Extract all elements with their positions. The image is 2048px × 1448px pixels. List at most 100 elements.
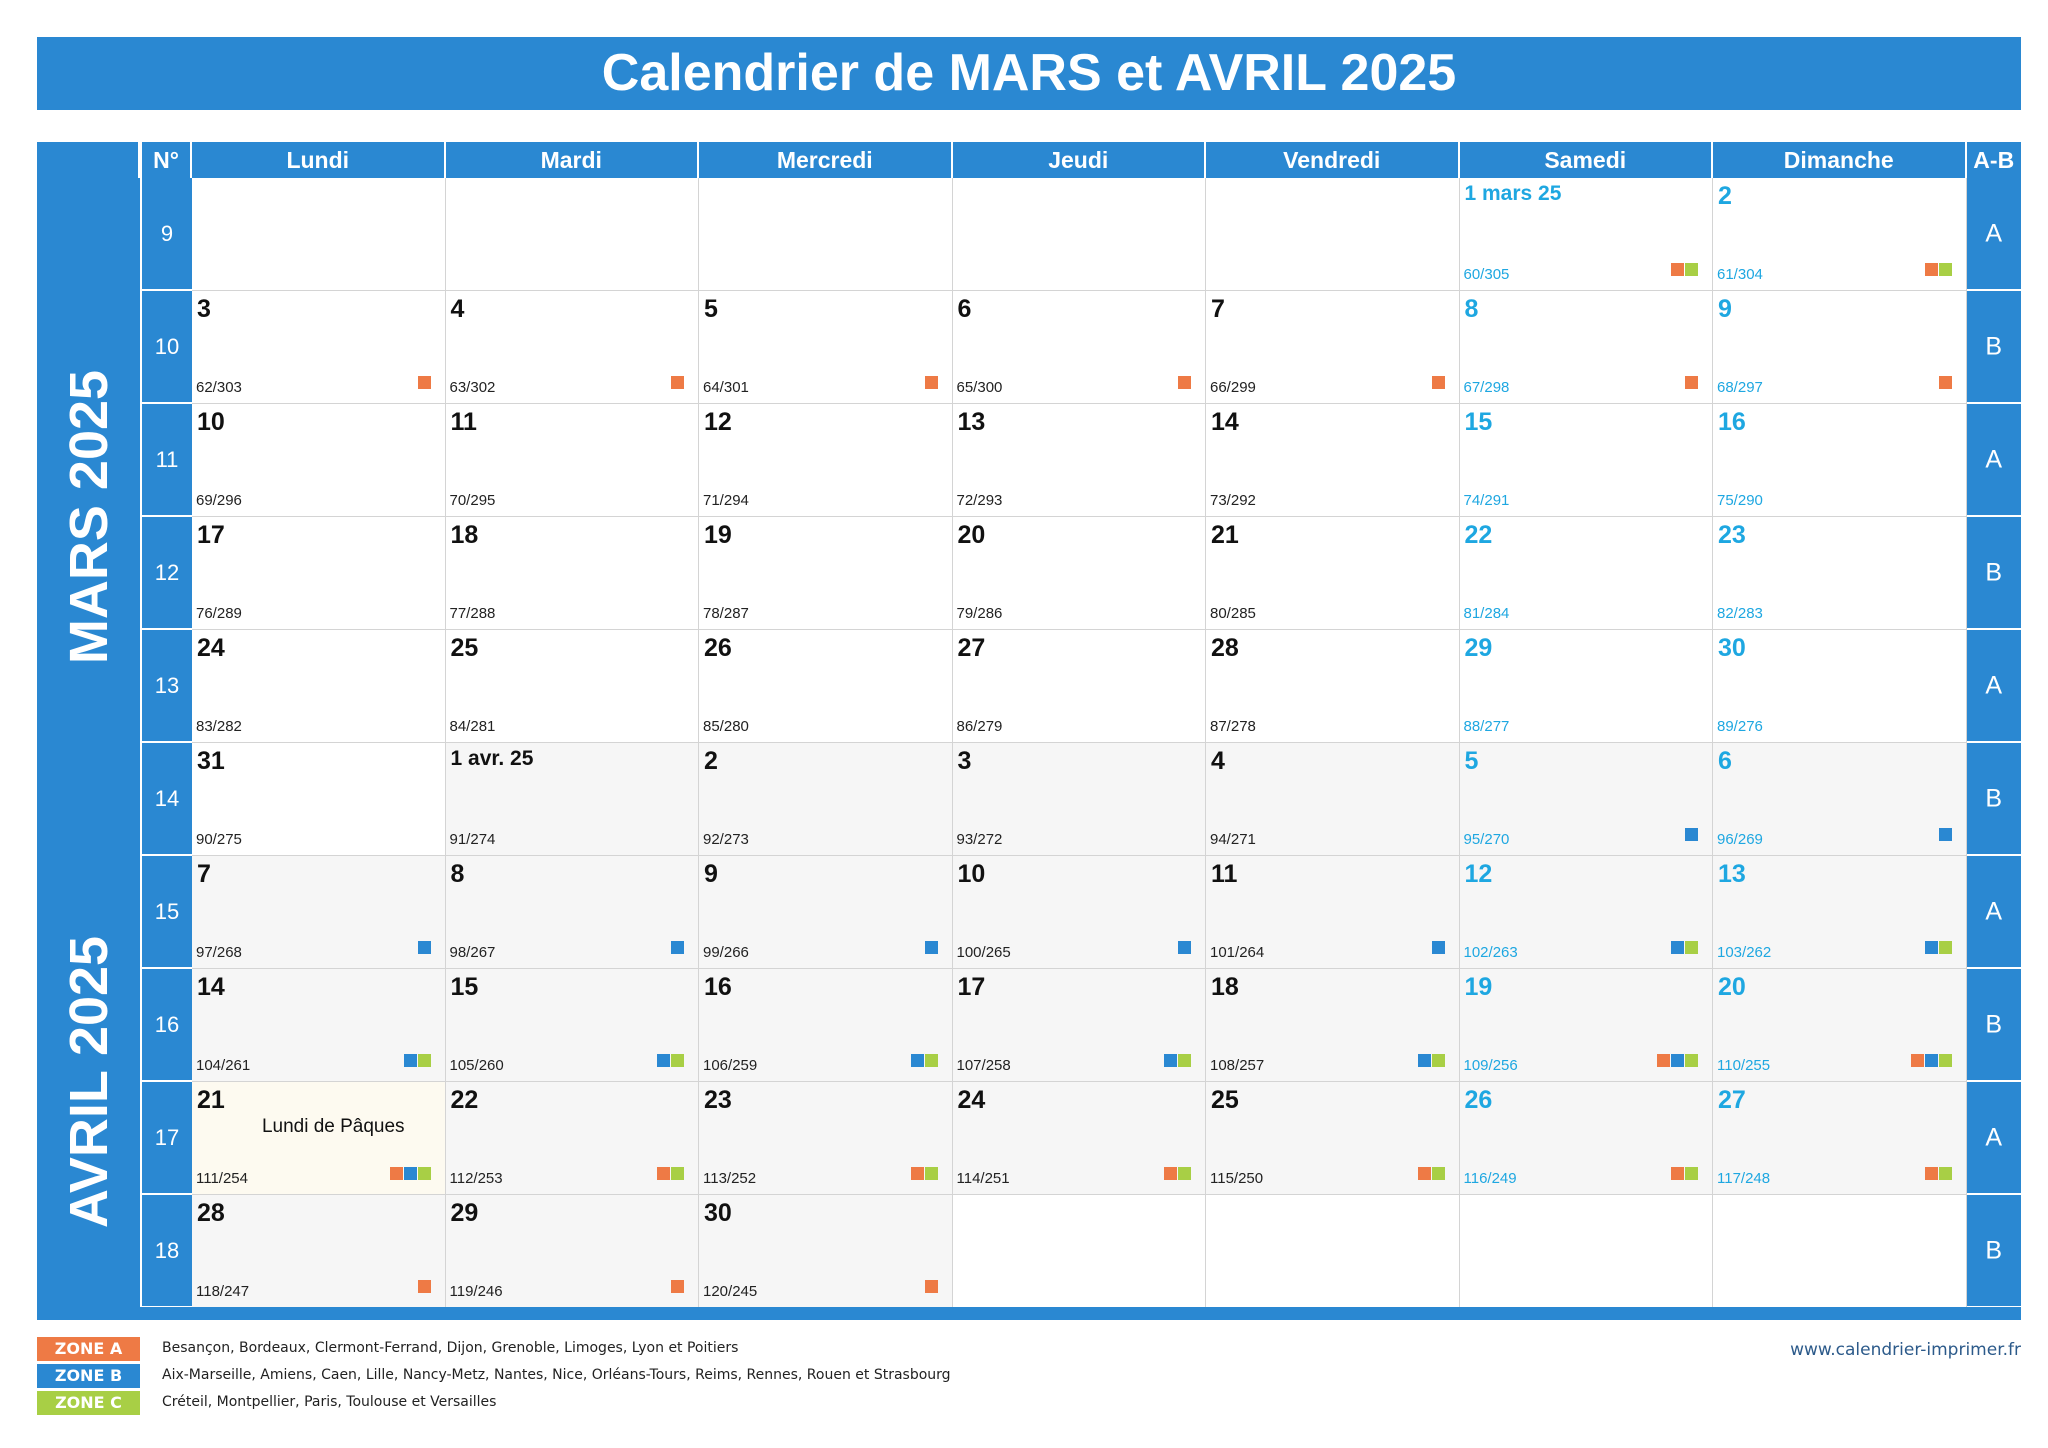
day-of-year: 96/269: [1717, 831, 1763, 848]
day-of-year: 63/302: [449, 379, 496, 396]
day-cell[interactable]: 14 104/261: [192, 969, 446, 1082]
day-cell[interactable]: 20 110/255: [1713, 969, 1967, 1082]
day-cell[interactable]: 14 73/292: [1206, 404, 1460, 517]
day-cell[interactable]: 16 106/259: [699, 969, 953, 1082]
day-cell[interactable]: 28 118/247: [192, 1195, 446, 1308]
school-holiday-markers: [1924, 263, 1952, 276]
legend-row: ZONE B Aix-Marseille, Amiens, Caen, Lille…: [37, 1364, 1137, 1388]
calendar-body: N° Lundi Mardi Mercredi Jeudi Vendredi Samedi D…: [37, 142, 2021, 1308]
day-cell[interactable]: 24 114/251: [952, 1082, 1206, 1195]
week-ab-text: B: [1985, 558, 2003, 586]
day-of-year: 115/250: [1210, 1170, 1264, 1187]
day-cell[interactable]: 10 69/296: [192, 404, 446, 517]
day-cell[interactable]: 15 74/291: [1459, 404, 1713, 517]
day-cell[interactable]: 3 62/303: [192, 291, 446, 404]
day-cell[interactable]: 19 78/287: [699, 517, 953, 630]
day-of-year: 83/282: [196, 718, 242, 735]
zone-c-marker: [417, 1054, 431, 1067]
day-cell[interactable]: 1 mars 25 60/305: [1459, 178, 1713, 291]
day-cell[interactable]: 17 76/289: [192, 517, 446, 630]
zone-a-marker: [1657, 1054, 1670, 1067]
day-cell[interactable]: 30 89/276: [1713, 630, 1967, 743]
month-column-avril: AVRIL 2025: [37, 856, 140, 1308]
day-cell[interactable]: 8 67/298: [1459, 291, 1713, 404]
day-cell[interactable]: 30 120/245: [699, 1195, 953, 1308]
day-cell[interactable]: 16 75/290: [1713, 404, 1967, 517]
day-cell[interactable]: 6 96/269: [1713, 743, 1967, 856]
school-holiday-markers: [1164, 1054, 1191, 1067]
day-cell[interactable]: 13 72/293: [952, 404, 1206, 517]
day-cell[interactable]: 6 65/300: [952, 291, 1206, 404]
day-cell[interactable]: 12 102/263: [1459, 856, 1713, 969]
day-cell[interactable]: 22 81/284: [1459, 517, 1713, 630]
day-cell[interactable]: 29 119/246: [445, 1195, 699, 1308]
day-number: 1 mars 25: [1464, 182, 1562, 205]
zone-b-marker: [1924, 1054, 1938, 1067]
day-cell[interactable]: 11 101/264: [1206, 856, 1460, 969]
day-number: 2: [704, 747, 718, 775]
zone-a-marker: [389, 1167, 403, 1180]
day-of-year: 109/256: [1463, 1057, 1518, 1074]
header-day-lundi: Lundi: [192, 142, 446, 178]
day-cell[interactable]: 10 100/265: [952, 856, 1206, 969]
day-cell[interactable]: 11 70/295: [445, 404, 699, 517]
day-cell[interactable]: 21 80/285: [1206, 517, 1460, 630]
day-cell[interactable]: 9 99/266: [699, 856, 953, 969]
day-cell[interactable]: 8 98/267: [445, 856, 699, 969]
day-cell[interactable]: 27 86/279: [952, 630, 1206, 743]
zone-b-marker: [924, 941, 938, 954]
day-cell[interactable]: 29 88/277: [1459, 630, 1713, 743]
day-cell[interactable]: 2 61/304: [1713, 178, 1967, 291]
zone-a-marker: [1431, 376, 1445, 389]
day-cell[interactable]: 18 77/288: [445, 517, 699, 630]
day-cell[interactable]: 23 113/252: [699, 1082, 953, 1195]
day-cell[interactable]: 22 112/253: [445, 1082, 699, 1195]
day-cell: [952, 1195, 1206, 1308]
day-cell[interactable]: 25 115/250: [1206, 1082, 1460, 1195]
day-cell[interactable]: 28 87/278: [1206, 630, 1460, 743]
week-number-text: 10: [154, 333, 180, 359]
day-number: 5: [1464, 747, 1479, 775]
day-number: 3: [957, 747, 972, 775]
day-cell[interactable]: 23 82/283: [1713, 517, 1967, 630]
legend-row: ZONE C Créteil, Montpellier, Paris, Toulo…: [37, 1391, 1137, 1415]
day-cell[interactable]: 18 108/257: [1206, 969, 1460, 1082]
day-cell[interactable]: 9 68/297: [1713, 291, 1967, 404]
day-cell[interactable]: 5 64/301: [699, 291, 953, 404]
day-cell[interactable]: 26 116/249: [1459, 1082, 1713, 1195]
day-cell[interactable]: 20 79/286: [952, 517, 1206, 630]
day-cell[interactable]: 31 90/275: [192, 743, 446, 856]
day-cell[interactable]: 13 103/262: [1713, 856, 1967, 969]
day-cell[interactable]: 25 84/281: [445, 630, 699, 743]
day-cell[interactable]: 15 105/260: [445, 969, 699, 1082]
day-of-year: 73/292: [1210, 492, 1256, 509]
zone-c-marker: [1938, 941, 1952, 954]
day-cell[interactable]: 4 63/302: [445, 291, 699, 404]
zone-b-marker: [403, 1167, 417, 1180]
day-cell[interactable]: 19 109/256: [1459, 969, 1713, 1082]
week-number-text: 13: [154, 672, 180, 698]
week-number: 13: [142, 630, 192, 743]
day-cell[interactable]: 2 92/273: [699, 743, 953, 856]
day-cell[interactable]: 4 94/271: [1206, 743, 1460, 856]
day-cell[interactable]: 3 93/272: [952, 743, 1206, 856]
week-number: 17: [142, 1082, 192, 1195]
zone-badge: ZONE B: [37, 1364, 140, 1388]
day-cell[interactable]: 5 95/270: [1459, 743, 1713, 856]
day-number: 13: [1718, 860, 1746, 888]
day-of-year: 120/245: [703, 1283, 758, 1300]
zone-a-marker: [671, 376, 684, 389]
zone-a-marker: [1924, 263, 1938, 276]
day-cell[interactable]: 21 Lundi de Pâques 111/254: [192, 1082, 446, 1195]
day-cell[interactable]: 24 83/282: [192, 630, 446, 743]
day-cell[interactable]: 1 avr. 25 91/274: [445, 743, 699, 856]
day-cell[interactable]: 27 117/248: [1713, 1082, 1967, 1195]
day-cell[interactable]: 7 66/299: [1206, 291, 1460, 404]
week-number: 14: [142, 743, 192, 856]
day-cell[interactable]: 7 97/268: [192, 856, 446, 969]
day-cell[interactable]: 26 85/280: [699, 630, 953, 743]
day-cell[interactable]: 12 71/294: [699, 404, 953, 517]
day-cell[interactable]: 17 107/258: [952, 969, 1206, 1082]
website-link[interactable]: www.calendrier-imprimer.fr: [1790, 1340, 2021, 1360]
day-of-year: 118/247: [196, 1283, 250, 1300]
